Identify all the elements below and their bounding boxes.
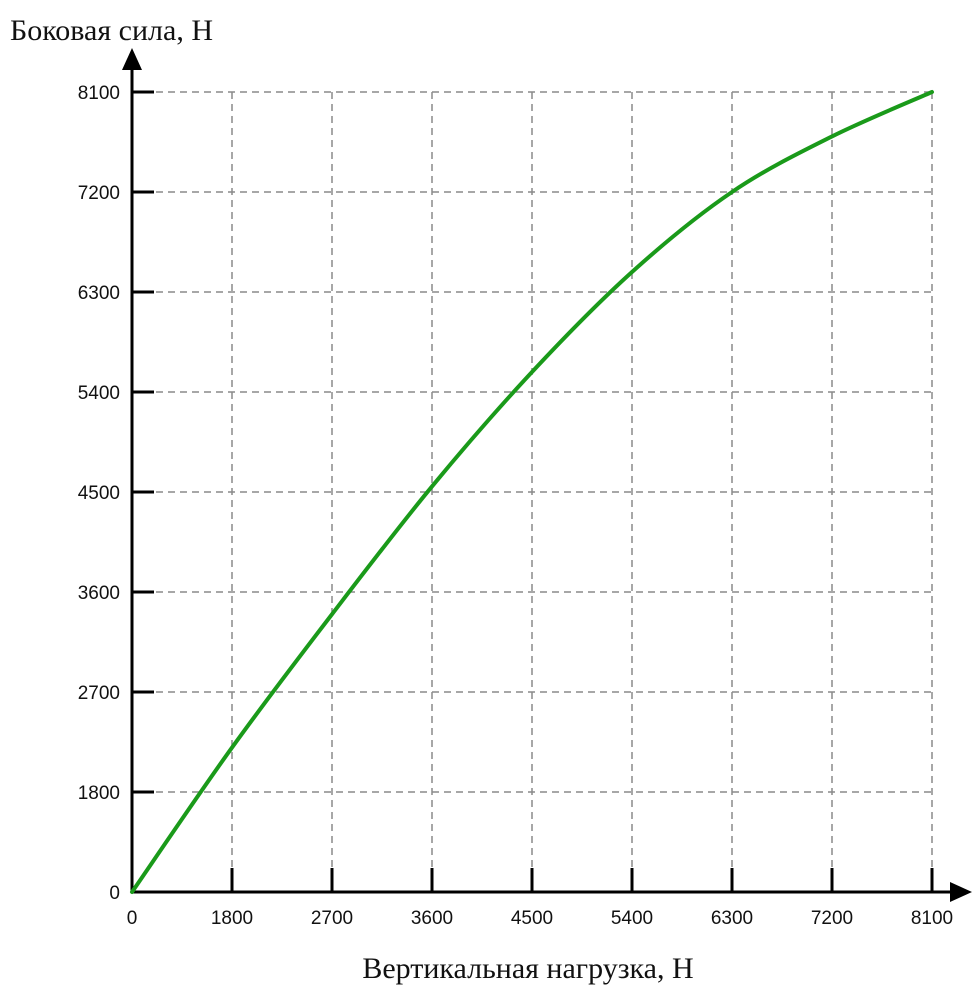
y-tick-label: 1800	[78, 783, 120, 804]
y-tick-label: 2700	[78, 683, 120, 704]
x-tick-label: 0	[127, 908, 138, 929]
y-tick-label: 8100	[78, 83, 120, 104]
y-tick-label: 3600	[78, 583, 120, 604]
x-axis-arrow-icon	[950, 882, 972, 902]
y-axis-arrow-icon	[122, 48, 142, 70]
y-tick-label: 4500	[78, 483, 120, 504]
y-tick-label: 5400	[78, 383, 120, 404]
x-tick-label: 1800	[211, 908, 253, 929]
y-tick-label: 0	[109, 883, 120, 904]
series-line	[130, 90, 934, 894]
x-tick-label: 3600	[411, 908, 453, 929]
x-tick-label: 6300	[711, 908, 753, 929]
x-tick-label: 5400	[611, 908, 653, 929]
y-tick-label: 7200	[78, 183, 120, 204]
x-tick-label: 2700	[311, 908, 353, 929]
ticks: 0 1800 2700 3600 4500 5400 6300 7200 8100 0 1800 27…	[78, 83, 953, 929]
x-tick-label: 8100	[911, 908, 953, 929]
x-tick-label: 4500	[511, 908, 553, 929]
y-axis-title: Боковая сила, Н	[10, 14, 213, 47]
x-tick-label: 7200	[811, 908, 853, 929]
grid	[132, 91, 933, 892]
x-axis-title: Вертикальная нагрузка, Н	[362, 952, 693, 985]
axes	[122, 48, 972, 902]
series	[130, 90, 934, 894]
y-tick-label: 6300	[78, 283, 120, 304]
